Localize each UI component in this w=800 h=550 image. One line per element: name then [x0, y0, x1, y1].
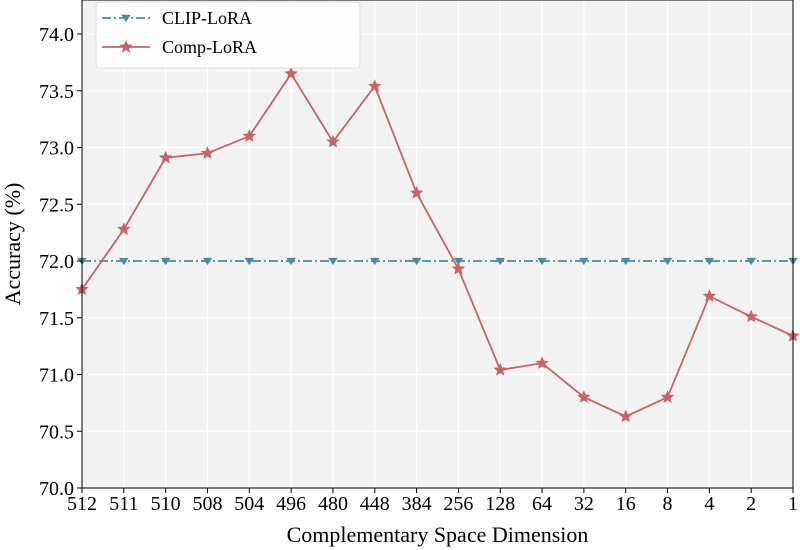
data-point	[493, 362, 507, 376]
y-tick-label: 70.5	[39, 421, 74, 443]
data-point	[326, 134, 340, 148]
data-point	[620, 257, 631, 266]
series-line-comp-lora	[81, 72, 794, 418]
data-point	[370, 257, 380, 266]
x-tick-label: 480	[318, 493, 348, 515]
x-tick-label: 64	[532, 493, 552, 515]
legend-label-clip-lora: CLIP-LoRA	[162, 8, 252, 28]
data-point	[702, 289, 717, 302]
x-tick-label: 511	[109, 493, 138, 515]
data-point	[119, 257, 129, 266]
x-tick-label: 384	[402, 493, 432, 515]
plot-frame	[81, 0, 794, 489]
legend-entry-clip-lora: CLIP-LoRA	[102, 8, 252, 28]
x-tick-label: 448	[360, 493, 390, 515]
legend: CLIP-LoRA Comp-LoRA	[95, 1, 361, 69]
x-tick-label: 512	[67, 493, 97, 515]
tick-labels: 512 511 510 508 504 496 480 448 384 256 128 64 32 16 8…	[39, 24, 798, 515]
data-point	[451, 261, 466, 275]
data-point	[453, 257, 464, 266]
y-axis-label: Accuracy (%)	[0, 183, 25, 306]
data-point	[495, 257, 505, 266]
x-tick-label: 256	[443, 493, 473, 515]
x-tick-label: 128	[485, 493, 515, 515]
y-tick-label: 73.0	[39, 138, 74, 160]
x-tick-label: 508	[192, 493, 222, 515]
data-point	[117, 222, 131, 235]
data-point	[411, 257, 422, 266]
x-tick-label: 2	[746, 493, 756, 515]
data-point	[662, 257, 673, 266]
data-point	[746, 257, 756, 266]
y-tick-label: 74.0	[39, 24, 74, 46]
data-point	[537, 257, 547, 266]
legend-marker-comp-lora	[119, 39, 133, 53]
legend-box	[95, 1, 361, 69]
data-point	[660, 390, 675, 403]
axes	[77, 0, 794, 493]
y-tick-label: 71.5	[39, 308, 74, 330]
data-point	[242, 129, 256, 142]
series-comp-lora	[75, 66, 800, 423]
x-tick-label: 504	[234, 493, 264, 515]
series-layer	[75, 66, 800, 423]
data-point	[577, 390, 591, 403]
data-point	[158, 150, 173, 164]
data-point	[579, 257, 589, 266]
x-tick-label: 32	[574, 493, 594, 515]
data-point	[409, 185, 424, 199]
data-point	[286, 257, 296, 266]
data-point	[244, 257, 255, 266]
data-point	[202, 257, 213, 266]
y-tick-label: 72.5	[39, 194, 74, 216]
x-tick-label: 1	[788, 493, 798, 515]
x-axis-label: Complementary Space Dimension	[287, 522, 589, 547]
x-tick-label: 496	[276, 493, 306, 515]
x-tick-label: 8	[663, 493, 673, 515]
data-point	[368, 79, 382, 92]
data-point	[160, 257, 171, 266]
legend-entry-comp-lora: Comp-LoRA	[102, 37, 257, 57]
legend-label-comp-lora: Comp-LoRA	[162, 37, 257, 57]
y-tick-label: 72.0	[39, 251, 74, 273]
y-tick-label: 70.0	[39, 478, 74, 500]
data-point	[744, 309, 758, 323]
y-tick-label: 73.5	[39, 81, 74, 103]
data-point	[328, 257, 338, 266]
plot-background	[82, 0, 793, 488]
y-tick-label: 71.0	[39, 365, 74, 387]
data-point	[619, 409, 633, 423]
legend-marker-clip-lora	[121, 14, 131, 23]
x-tick-label: 4	[704, 493, 714, 515]
data-point	[284, 66, 298, 80]
x-tick-label: 16	[616, 493, 636, 515]
data-point	[704, 257, 715, 266]
data-point	[535, 356, 549, 369]
x-tick-label: 510	[151, 493, 181, 515]
data-point	[200, 146, 215, 159]
